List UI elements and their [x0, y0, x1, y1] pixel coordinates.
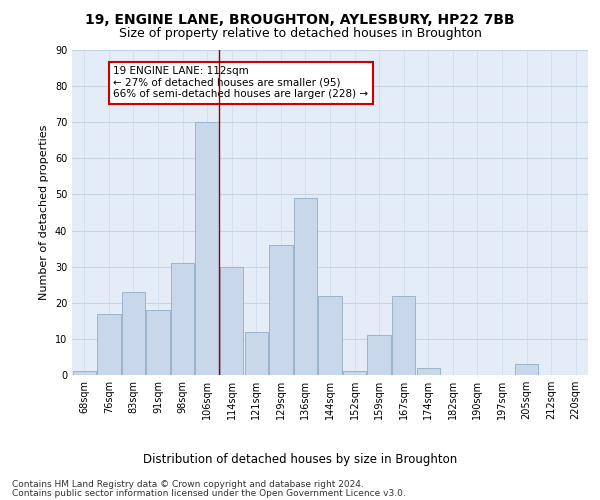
Text: Contains public sector information licensed under the Open Government Licence v3: Contains public sector information licen…: [12, 488, 406, 498]
Text: 19 ENGINE LANE: 112sqm
← 27% of detached houses are smaller (95)
66% of semi-det: 19 ENGINE LANE: 112sqm ← 27% of detached…: [113, 66, 368, 100]
Bar: [515, 364, 538, 375]
Bar: [73, 372, 96, 375]
Bar: [196, 122, 219, 375]
Bar: [269, 245, 293, 375]
Bar: [146, 310, 170, 375]
Text: Contains HM Land Registry data © Crown copyright and database right 2024.: Contains HM Land Registry data © Crown c…: [12, 480, 364, 489]
Bar: [97, 314, 121, 375]
Y-axis label: Number of detached properties: Number of detached properties: [39, 125, 49, 300]
Bar: [416, 368, 440, 375]
Bar: [294, 198, 317, 375]
Bar: [171, 263, 194, 375]
Bar: [343, 372, 366, 375]
Bar: [367, 336, 391, 375]
Bar: [220, 266, 244, 375]
Text: Distribution of detached houses by size in Broughton: Distribution of detached houses by size …: [143, 452, 457, 466]
Bar: [392, 296, 415, 375]
Bar: [122, 292, 145, 375]
Bar: [245, 332, 268, 375]
Text: 19, ENGINE LANE, BROUGHTON, AYLESBURY, HP22 7BB: 19, ENGINE LANE, BROUGHTON, AYLESBURY, H…: [85, 12, 515, 26]
Bar: [319, 296, 341, 375]
Text: Size of property relative to detached houses in Broughton: Size of property relative to detached ho…: [119, 28, 481, 40]
